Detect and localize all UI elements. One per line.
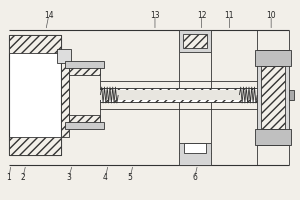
- Text: 10: 10: [266, 11, 276, 20]
- Bar: [255, 50, 291, 66]
- Bar: [184, 143, 206, 153]
- Bar: [69, 65, 100, 75]
- Bar: [69, 115, 100, 125]
- Bar: [183, 34, 207, 48]
- Text: 2: 2: [20, 173, 25, 182]
- Text: 3: 3: [66, 173, 71, 182]
- Bar: [261, 66, 285, 129]
- Text: 1: 1: [7, 173, 11, 182]
- Text: 14: 14: [44, 11, 53, 20]
- Bar: [9, 137, 61, 155]
- Bar: [61, 53, 69, 137]
- Text: 4: 4: [103, 173, 108, 182]
- Bar: [57, 49, 70, 63]
- Bar: [289, 90, 294, 100]
- Bar: [64, 122, 104, 129]
- Text: 5: 5: [128, 173, 133, 182]
- Bar: [255, 129, 291, 145]
- Bar: [11, 37, 58, 153]
- Bar: [179, 30, 211, 52]
- Bar: [179, 143, 211, 165]
- Bar: [9, 35, 61, 155]
- Text: 11: 11: [225, 11, 234, 20]
- Bar: [100, 88, 284, 102]
- Bar: [9, 35, 61, 53]
- Text: 13: 13: [150, 11, 160, 20]
- Text: 6: 6: [192, 173, 197, 182]
- Bar: [64, 61, 104, 68]
- Bar: [100, 90, 284, 100]
- Bar: [257, 50, 289, 145]
- Text: 12: 12: [197, 11, 206, 20]
